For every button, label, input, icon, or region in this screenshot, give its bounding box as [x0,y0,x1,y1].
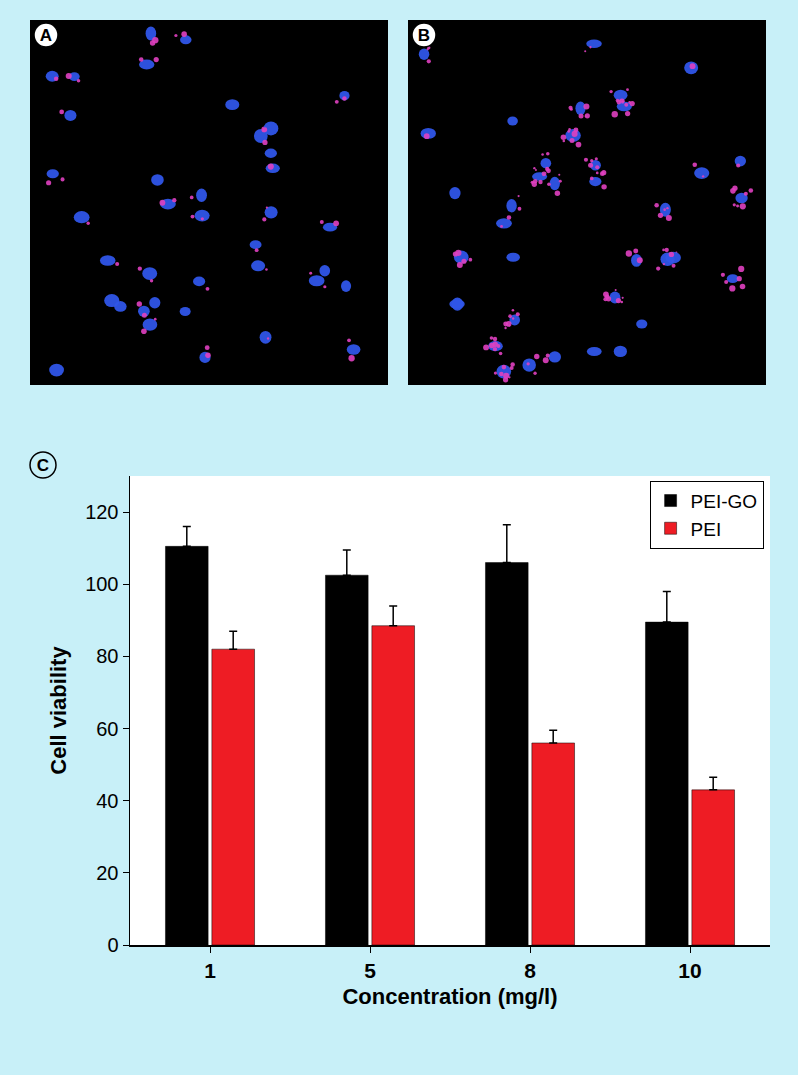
svg-text:C: C [37,456,49,475]
svg-text:10: 10 [678,959,701,982]
svg-text:20: 20 [96,862,118,884]
svg-text:100: 100 [85,573,118,595]
svg-text:1: 1 [204,959,216,982]
svg-text:PEI-GO: PEI-GO [691,491,758,512]
svg-text:80: 80 [96,645,118,667]
svg-text:Concentration (mg/l): Concentration (mg/l) [342,984,557,1009]
svg-text:Cell viability: Cell viability [46,646,71,775]
svg-text:B: B [418,26,430,45]
svg-text:A: A [40,26,52,45]
svg-text:PEI: PEI [691,519,722,540]
svg-text:0: 0 [107,934,118,956]
svg-text:8: 8 [524,959,536,982]
svg-text:5: 5 [364,959,376,982]
svg-text:60: 60 [96,718,118,740]
svg-text:120: 120 [85,501,118,523]
svg-text:40: 40 [96,790,118,812]
